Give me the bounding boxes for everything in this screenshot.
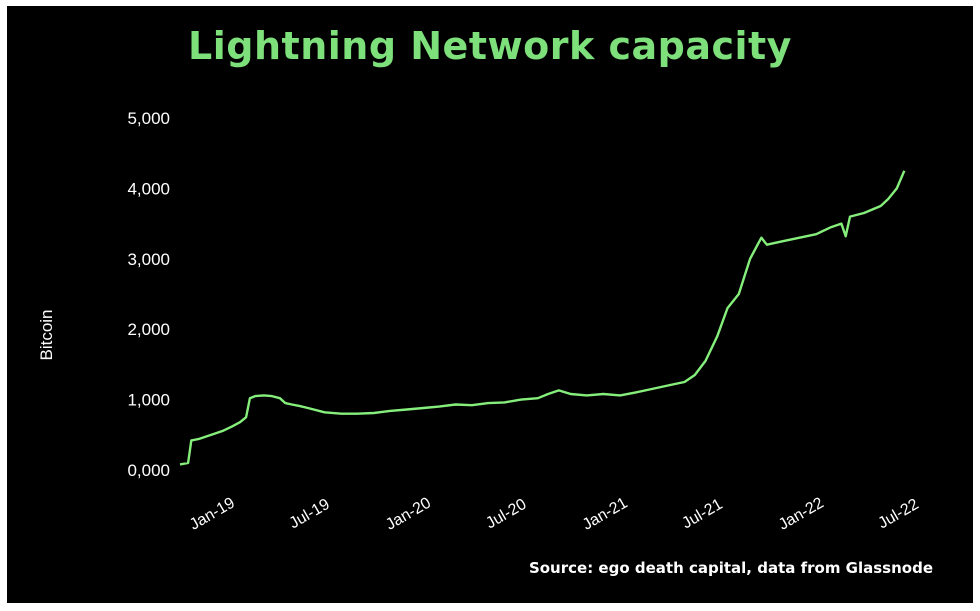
- x-tick-label: Jan-21: [580, 494, 631, 533]
- source-note: Source: ego death capital, data from Gla…: [528, 559, 933, 577]
- chart-frame: Lightning Network capacity Source: ego d…: [7, 6, 973, 603]
- y-tick-label: 0,000: [127, 461, 170, 480]
- y-tick-label: 3,000: [127, 250, 170, 269]
- x-tick-label: Jul-20: [483, 496, 529, 533]
- x-axis-ticks: Jan-19 Jul-19 Jan-20 Jul-20 Jan-21 Jul-21 Jan-…: [187, 494, 922, 533]
- x-tick-label: Jul-22: [875, 496, 921, 533]
- chart-title: Lightning Network capacity: [188, 24, 792, 68]
- y-tick-label: 1,000: [127, 391, 170, 410]
- x-tick-label: Jul-19: [287, 496, 333, 533]
- x-tick-label: Jan-22: [776, 494, 827, 533]
- y-axis-label: Bitcoin: [37, 309, 56, 360]
- y-tick-label: 2,000: [127, 320, 170, 339]
- y-tick-label: 4,000: [127, 179, 170, 198]
- y-tick-label: 5,000: [127, 109, 170, 128]
- x-tick-label: Jan-19: [187, 494, 238, 533]
- series-line-capacity: [179, 170, 906, 466]
- x-tick-label: Jul-21: [679, 496, 725, 533]
- x-tick-label: Jan-20: [383, 494, 434, 533]
- y-axis-ticks: 0,000 1,000 2,000 3,000 4,000 5,000: [127, 109, 170, 480]
